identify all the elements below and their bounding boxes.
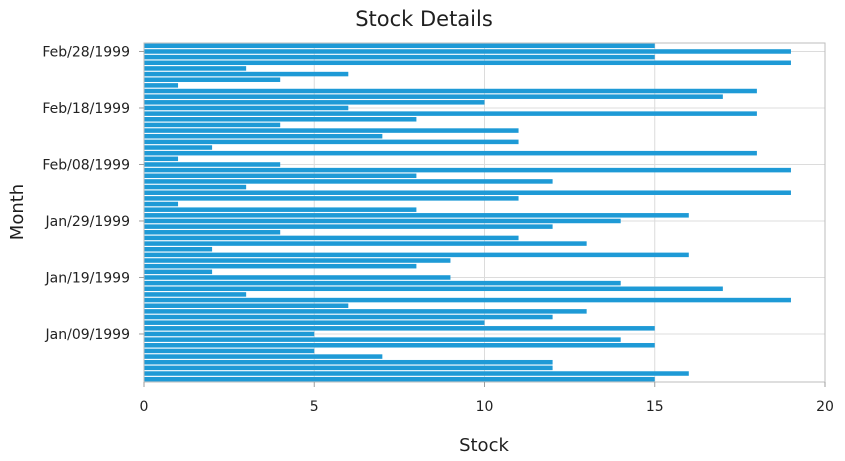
bar[interactable] [144,269,213,275]
bar[interactable] [144,280,621,286]
bar[interactable] [144,122,281,128]
y-axis: Jan/09/1999 Jan/19/1999 Jan/29/1999 Feb/08/… [42,44,144,343]
bar-series [144,43,791,382]
bar[interactable] [144,105,349,111]
bar[interactable] [144,184,247,190]
bar[interactable] [144,230,281,235]
x-tick-label: 15 [646,399,664,415]
bar[interactable] [144,286,723,292]
bar[interactable] [144,162,281,167]
bar[interactable] [144,371,689,376]
bar[interactable] [144,117,417,122]
bar[interactable] [144,145,213,150]
bar[interactable] [144,376,655,382]
bar[interactable] [144,337,621,342]
y-tick-label: Feb/08/1999 [42,157,130,173]
x-axis-title: Stock [459,435,509,456]
bar[interactable] [144,83,179,88]
bar[interactable] [144,213,689,218]
bar[interactable] [144,71,349,77]
x-tick-label: 5 [310,399,319,415]
bar[interactable] [144,218,621,224]
bar[interactable] [144,66,247,71]
bar[interactable] [144,207,417,212]
bar[interactable] [144,303,349,308]
bar[interactable] [144,179,553,184]
bar[interactable] [144,167,791,173]
bar[interactable] [144,224,553,229]
bar[interactable] [144,54,655,60]
bar[interactable] [144,241,587,246]
bar[interactable] [144,94,723,99]
bar[interactable] [144,309,587,314]
bar[interactable] [144,275,451,280]
y-tick-label: Jan/09/1999 [45,327,130,343]
bar[interactable] [144,139,519,145]
y-tick-label: Feb/18/1999 [42,101,130,117]
bar[interactable] [144,133,383,139]
bar[interactable] [144,49,791,54]
bar[interactable] [144,128,519,133]
x-tick-label: 10 [476,399,494,415]
y-tick-label: Feb/28/1999 [42,44,130,60]
bar[interactable] [144,235,519,241]
y-axis-title: Month [7,184,28,240]
bar[interactable] [144,297,791,303]
bar[interactable] [144,88,757,94]
bar[interactable] [144,100,485,105]
x-tick-label: 0 [140,399,149,415]
bar[interactable] [144,156,179,162]
bar[interactable] [144,173,417,179]
chart-title: Stock Details [355,7,493,31]
y-tick-label: Jan/19/1999 [45,270,130,286]
bar[interactable] [144,354,383,359]
bar[interactable] [144,320,485,325]
bar[interactable] [144,348,315,354]
bar[interactable] [144,150,757,156]
bar[interactable] [144,314,553,320]
bar[interactable] [144,359,553,365]
x-axis: 0 5 10 15 20 [140,382,834,415]
bar[interactable] [144,326,655,331]
bar[interactable] [144,263,417,269]
bar[interactable] [144,258,451,263]
grid [143,43,826,382]
x-tick-label: 20 [816,399,834,415]
bar[interactable] [144,43,655,49]
bar[interactable] [144,343,655,348]
y-tick-label: Jan/29/1999 [45,214,130,230]
bar[interactable] [144,331,315,337]
bar[interactable] [144,77,281,82]
bar[interactable] [144,196,519,201]
bar[interactable] [144,246,213,252]
bar[interactable] [144,252,689,258]
bar[interactable] [144,111,757,116]
bar[interactable] [144,365,553,371]
bar[interactable] [144,201,179,207]
bar[interactable] [144,190,791,195]
bar[interactable] [144,292,247,297]
bar[interactable] [144,60,791,66]
